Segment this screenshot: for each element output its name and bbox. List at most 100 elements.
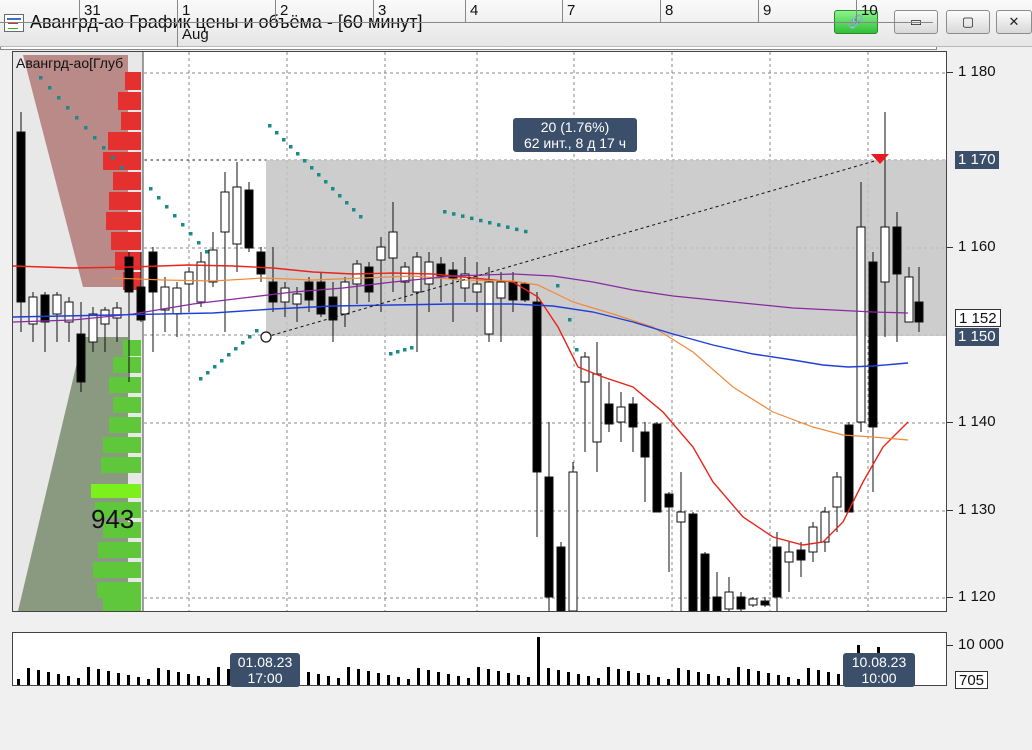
maximize-button[interactable]: ▢ <box>946 10 990 34</box>
candles <box>16 112 924 611</box>
volume-bar <box>157 668 160 685</box>
depth-panel-label: Авангрд-ао[Глуб <box>16 55 123 71</box>
sar-dot <box>389 352 393 356</box>
candle-body <box>616 406 626 423</box>
volume-bar <box>577 674 580 685</box>
candle-body <box>388 231 398 259</box>
candle-body <box>124 256 134 293</box>
sar-dot <box>66 106 70 110</box>
volume-bar <box>567 672 570 685</box>
candle-body <box>784 551 794 563</box>
volume-tick-max: 10 000 <box>958 636 1004 653</box>
candle-body <box>184 271 194 285</box>
volume-bar <box>37 670 40 685</box>
volume-bar <box>377 673 380 685</box>
volume-bar <box>707 674 710 685</box>
candle-body <box>172 287 182 315</box>
volume-bar <box>137 677 140 685</box>
volume-bar <box>667 679 670 685</box>
volume-bar <box>717 676 720 685</box>
candle-body <box>664 493 674 508</box>
candle-body <box>412 256 422 293</box>
sar-dot <box>102 146 106 150</box>
ask-depth-bar <box>118 92 141 110</box>
bid-depth-bar <box>103 522 141 538</box>
volume-bar <box>757 671 760 685</box>
bid-depth-bar <box>113 397 141 413</box>
volume-bar <box>467 678 470 685</box>
bid-depth-bar <box>93 562 141 578</box>
ask-depth-bar <box>121 112 141 130</box>
candle-body <box>556 546 566 611</box>
bid-depth-bar <box>103 437 141 453</box>
candle-body <box>160 286 170 311</box>
date-day-4: 4 <box>465 0 562 22</box>
sar-dot <box>205 250 209 254</box>
bid-depth-bar <box>103 597 141 611</box>
measure-range-shade <box>266 160 946 336</box>
sar-dot <box>75 116 79 120</box>
volume-bar <box>507 673 510 685</box>
volume-bar <box>387 675 390 685</box>
candle-body <box>376 246 386 261</box>
ma-orange-line <box>112 275 909 441</box>
volume-bar <box>407 679 410 685</box>
measure-start-handle[interactable] <box>260 331 272 343</box>
sar-dot <box>470 216 474 221</box>
candle-body <box>628 403 638 428</box>
volume-bar <box>87 667 90 685</box>
bid-depth-bar <box>123 340 141 356</box>
volume-bar <box>797 679 800 685</box>
volume-bar <box>227 669 230 685</box>
volume-bar <box>687 670 690 685</box>
volume-bar <box>727 678 730 685</box>
candle-body <box>532 301 542 473</box>
volume-bar <box>677 668 680 685</box>
bid-depth-bar <box>101 457 141 473</box>
volume-bar <box>357 669 360 685</box>
bid-depth-bar <box>113 357 141 373</box>
candle-body <box>904 276 914 323</box>
sar-dot <box>396 350 400 354</box>
volume-canvas <box>17 637 910 685</box>
candle-body <box>868 261 878 428</box>
ask-depth-bars <box>103 72 141 290</box>
volume-bar <box>767 673 770 685</box>
volume-bar <box>527 677 530 685</box>
close-button[interactable]: ✕ <box>996 10 1032 34</box>
measure-change-text: 20 (1.76%) <box>540 119 610 135</box>
candle-body <box>400 266 410 283</box>
sar-dot <box>157 196 161 200</box>
sar-dot <box>403 348 407 352</box>
volume-bar <box>457 676 460 685</box>
candle-body <box>460 273 470 289</box>
volume-bar <box>147 679 150 685</box>
date-month-aug: Aug <box>177 23 377 47</box>
ask-depth-bar <box>106 212 141 230</box>
measure-trendline <box>265 159 879 338</box>
price-chart-pane[interactable]: Авангрд-ао[Глуб 943 20 (1.76%) 62 инт., … <box>12 51 947 612</box>
candle-body <box>268 281 278 303</box>
minimize-icon: ▭ <box>909 14 923 29</box>
volume-bar <box>657 677 660 685</box>
sar-dot <box>575 348 579 352</box>
date-day-8: 8 <box>660 0 758 22</box>
volume-bar <box>177 672 180 685</box>
measure-end-marker[interactable] <box>871 154 889 164</box>
sar-dot <box>57 96 61 100</box>
bid-depth-bar <box>109 377 141 393</box>
volume-bar <box>57 674 60 685</box>
candle-body <box>364 266 374 293</box>
volume-pane[interactable] <box>12 632 947 686</box>
volume-bar <box>697 672 700 685</box>
candle-body <box>16 131 26 303</box>
price-chart-canvas[interactable]: Авангрд-ао[Глуб 943 <box>13 52 946 611</box>
volume-bar <box>117 673 120 685</box>
sar-dot <box>220 359 224 363</box>
volume-bar <box>347 667 350 685</box>
sar-dot <box>199 377 203 381</box>
sar-dot <box>443 210 447 214</box>
candle-body <box>28 296 38 325</box>
candle-body <box>640 431 650 458</box>
price-box-1150: 1 150 <box>955 328 999 346</box>
